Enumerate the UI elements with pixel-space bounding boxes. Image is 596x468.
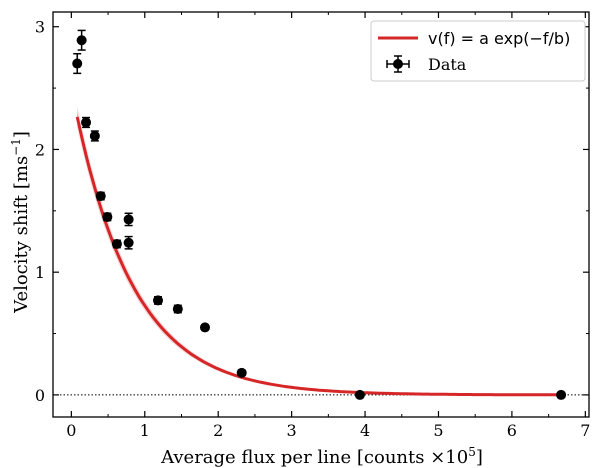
y-tick-label: 2 [35, 140, 45, 159]
data-marker [111, 238, 122, 249]
data-marker [556, 389, 567, 400]
data-point [354, 389, 365, 400]
legend-fit-label: v(f) = a exp(−f/b) [428, 29, 570, 48]
data-point [123, 212, 134, 227]
plot-frame [52, 11, 590, 418]
x-axis-title: Average flux per line [counts ×105] [160, 445, 483, 468]
data-marker [81, 117, 92, 128]
data-point [72, 52, 83, 75]
data-point [123, 235, 134, 250]
y-tick-label: 1 [35, 263, 45, 282]
legend-data-marker [386, 55, 410, 73]
fit-band-outer [77, 106, 562, 395]
data-point [556, 389, 567, 400]
data-point [95, 191, 106, 202]
legend-box [370, 20, 586, 82]
x-tick-label: 7 [580, 421, 590, 440]
data-point [236, 367, 247, 378]
y-tick-label: 3 [35, 18, 45, 37]
data-marker [236, 367, 247, 378]
data-point [81, 116, 92, 129]
y-tick-label: 0 [35, 386, 45, 405]
data-point [199, 322, 210, 333]
x-tick-label: 5 [433, 421, 443, 440]
x-tick-label: 4 [360, 421, 370, 440]
data-point [111, 238, 122, 249]
x-tick-label: 2 [213, 421, 223, 440]
x-tick-label: 3 [287, 421, 297, 440]
data-marker [123, 214, 134, 225]
x-tick-label: 1 [140, 421, 150, 440]
data-marker [199, 322, 210, 333]
data-point [89, 130, 100, 142]
data-marker [89, 130, 100, 141]
data-marker [76, 35, 87, 46]
data-marker [354, 389, 365, 400]
data-point [172, 304, 183, 314]
fit-band-inner [77, 112, 562, 395]
data-marker [95, 191, 106, 202]
fit-curve [75, 116, 562, 397]
data-marker [123, 237, 134, 248]
data-point [152, 295, 163, 306]
data-marker [152, 295, 163, 306]
data-points [72, 29, 567, 400]
data-marker [102, 211, 113, 222]
axis-ticks: 0 1 2 3 4 5 6 7 0 1 2 3 [35, 12, 590, 440]
x-tick-label: 6 [507, 421, 517, 440]
fit-uncertainty-bands [77, 106, 562, 395]
legend-data-label: Data [428, 55, 467, 74]
data-marker [72, 58, 83, 69]
data-point [102, 211, 113, 222]
data-marker [172, 304, 183, 314]
y-axis-title: Velocity shift [ms−1] [9, 131, 32, 314]
x-tick-label: 0 [66, 421, 76, 440]
legend: v(f) = a exp(−f/b) Data [370, 20, 586, 82]
data-point [76, 29, 87, 51]
